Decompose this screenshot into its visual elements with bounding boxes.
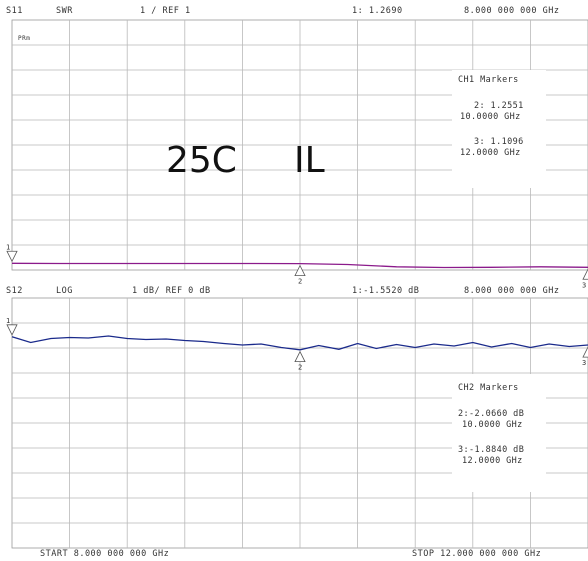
ch1-trace-line	[11, 262, 588, 269]
ch1-marker-table	[452, 70, 546, 188]
annotation-label: IL	[294, 140, 325, 181]
ch2-marker-triangle	[294, 350, 306, 363]
ch1-param: S11	[6, 6, 23, 16]
ch1-marker2-value: 2: 1.2551	[474, 101, 524, 111]
ch1-freq-readout: 8.000 000 000 GHz	[464, 6, 560, 16]
ch1-marker-1: 1	[6, 243, 18, 263]
ch1-marker-triangle	[582, 268, 588, 280]
ch2-marker-readout: 1:-1.5520 dB	[352, 286, 419, 296]
ch1-marker-label: 2	[298, 278, 303, 286]
ch1-marker2-freq: 10.0000 GHz	[460, 112, 521, 122]
ch2-marker3-freq: 12.0000 GHz	[462, 456, 523, 466]
ch2-marker-1: 1	[6, 317, 18, 336]
ch1-marker-triangle	[294, 264, 306, 277]
ch2-freq-readout: 8.000 000 000 GHz	[464, 286, 560, 296]
ch1-marker-label: 3	[582, 281, 587, 289]
ch1-small-tag: PRm	[18, 35, 30, 42]
ch2-scale: 1 dB/ REF 0 dB	[132, 286, 211, 296]
ch1-marker-readout: 1: 1.2690	[352, 6, 403, 16]
ch1-format: SWR	[56, 6, 73, 16]
start-frequency: START 8.000 000 000 GHz	[40, 549, 169, 559]
ch2-trace-line	[11, 335, 588, 351]
ch2-marker-2: 2	[294, 350, 306, 372]
ch2-format: LOG	[56, 286, 73, 296]
ch2-marker2-freq: 10.0000 GHz	[462, 420, 523, 430]
ch2-plot: CH2 Markers 2:-2.0660 dB 10.0000 GHz 3:-…	[6, 297, 588, 549]
ch2-marker-label: 3	[582, 359, 587, 367]
ch2-marker-triangle	[6, 324, 18, 336]
ch1-markers: 1 2 3	[6, 243, 588, 289]
ch1-scale: 1 / REF 1	[140, 6, 191, 16]
ch1-marker-label: 1	[6, 243, 11, 251]
ch1-marker-2: 2	[294, 264, 306, 286]
ch2-marker-3: 3	[582, 346, 588, 367]
stop-frequency: STOP 12.000 000 000 GHz	[412, 549, 541, 559]
ch2-marker2-value: 2:-2.0660 dB	[458, 409, 524, 419]
ch2-param: S12	[6, 286, 23, 296]
ch2-marker-label: 2	[298, 364, 303, 372]
ch2-marker-triangle	[582, 346, 588, 358]
ch1-marker3-value: 3: 1.1096	[474, 137, 524, 147]
ch2-markers: 1 2 3	[6, 317, 588, 372]
annotation-temperature: 25C	[166, 140, 237, 181]
ch1-markers-title: CH1 Markers	[458, 75, 519, 85]
ch1-plot: PRm CH1 Markers 2: 1.2551 10.0000 GHz 3:…	[6, 19, 588, 289]
ch2-markers-title: CH2 Markers	[458, 383, 519, 393]
ch1-marker-triangle	[6, 250, 18, 263]
ch2-marker-table	[452, 374, 546, 492]
ch1-marker3-freq: 12.0000 GHz	[460, 148, 521, 158]
ch1-marker-3: 3	[582, 268, 588, 289]
ch2-marker3-value: 3:-1.8840 dB	[458, 445, 524, 455]
ch2-marker-label: 1	[6, 317, 11, 325]
